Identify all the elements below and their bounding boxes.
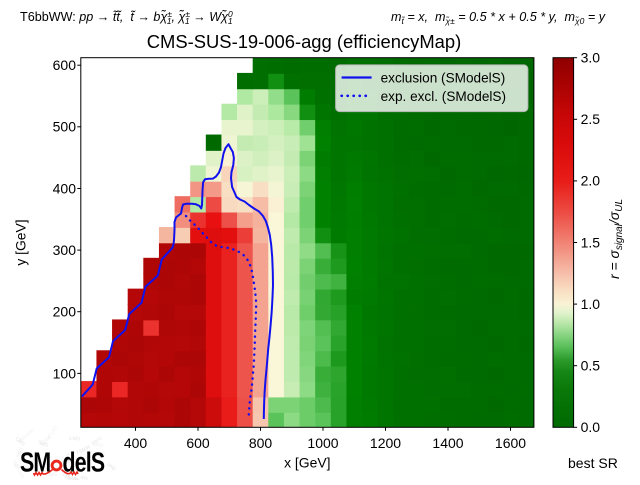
svg-text:CMS: CMS [46, 472, 58, 478]
svg-text:400: 400 [53, 180, 77, 196]
svg-text:1400: 1400 [432, 435, 463, 451]
svg-text:13TeV: 13TeV [67, 455, 82, 463]
svg-text:CMS-SUS-19-006-agg (efficiency: CMS-SUS-19-006-agg (efficiencyMap) [147, 31, 461, 52]
svg-text:limits: limits [41, 460, 51, 473]
svg-text:1.0: 1.0 [581, 296, 601, 312]
svg-text:3.0: 3.0 [581, 50, 601, 66]
svg-text:CMS: CMS [69, 436, 81, 442]
svg-text:mt̃ = x, mχ̃± = 0.5 * x + 0.5: mt̃ = x, mχ̃± = 0.5 * x + 0.5 * y, mχ̃0 … [391, 10, 606, 26]
svg-text:SMS: SMS [15, 446, 25, 459]
svg-text:400: 400 [124, 435, 148, 451]
svg-text:SMS: SMS [92, 441, 104, 449]
svg-text:T5WW: T5WW [63, 473, 80, 480]
svg-text:best SR: best SR [568, 455, 618, 471]
svg-text:1000: 1000 [307, 435, 338, 451]
svg-text:1200: 1200 [370, 435, 401, 451]
svg-text:exclusion (SModelS): exclusion (SModelS) [381, 71, 506, 86]
svg-text:1600: 1600 [495, 435, 526, 451]
svg-text:r = σsignal/σUL: r = σsignal/σUL [606, 199, 625, 279]
svg-text:CMS: CMS [91, 435, 104, 446]
svg-text:800: 800 [249, 435, 273, 451]
svg-text:200: 200 [53, 304, 77, 320]
svg-text:0.5: 0.5 [581, 358, 601, 374]
svg-text:600: 600 [53, 57, 77, 73]
svg-text:SM: SM [20, 447, 50, 479]
svg-text:0.0: 0.0 [581, 419, 601, 435]
svg-text:T2tt: T2tt [63, 453, 72, 464]
svg-text:delS: delS [63, 447, 105, 479]
svg-text:x [GeV]: x [GeV] [284, 455, 330, 471]
svg-text:limits: limits [63, 457, 75, 470]
svg-text:y [GeV]: y [GeV] [13, 219, 29, 265]
svg-text:limits: limits [28, 454, 38, 467]
svg-text:T1: T1 [62, 467, 71, 476]
svg-text:1.5: 1.5 [581, 234, 601, 250]
svg-text:SUS: SUS [37, 439, 49, 449]
svg-text:T5WW: T5WW [17, 451, 33, 459]
svg-text:2.5: 2.5 [581, 111, 601, 127]
svg-text:500: 500 [53, 119, 77, 135]
svg-text:100: 100 [53, 365, 77, 381]
svg-text:exp. excl. (SModelS): exp. excl. (SModelS) [381, 89, 506, 104]
svg-text:2.0: 2.0 [581, 173, 601, 189]
svg-text:300: 300 [53, 242, 77, 258]
svg-text:T5WW: T5WW [13, 463, 29, 472]
svg-text:T1: T1 [98, 450, 106, 458]
svg-text:T6bbWW: pp → t̃t̃, t̃ → bχ̃±1: T6bbWW: pp → t̃t̃, t̃ → bχ̃± 1, χ̃± 1 → Wχ… [20, 9, 233, 26]
svg-text:600: 600 [186, 435, 210, 451]
svg-text:stop: stop [106, 462, 117, 473]
